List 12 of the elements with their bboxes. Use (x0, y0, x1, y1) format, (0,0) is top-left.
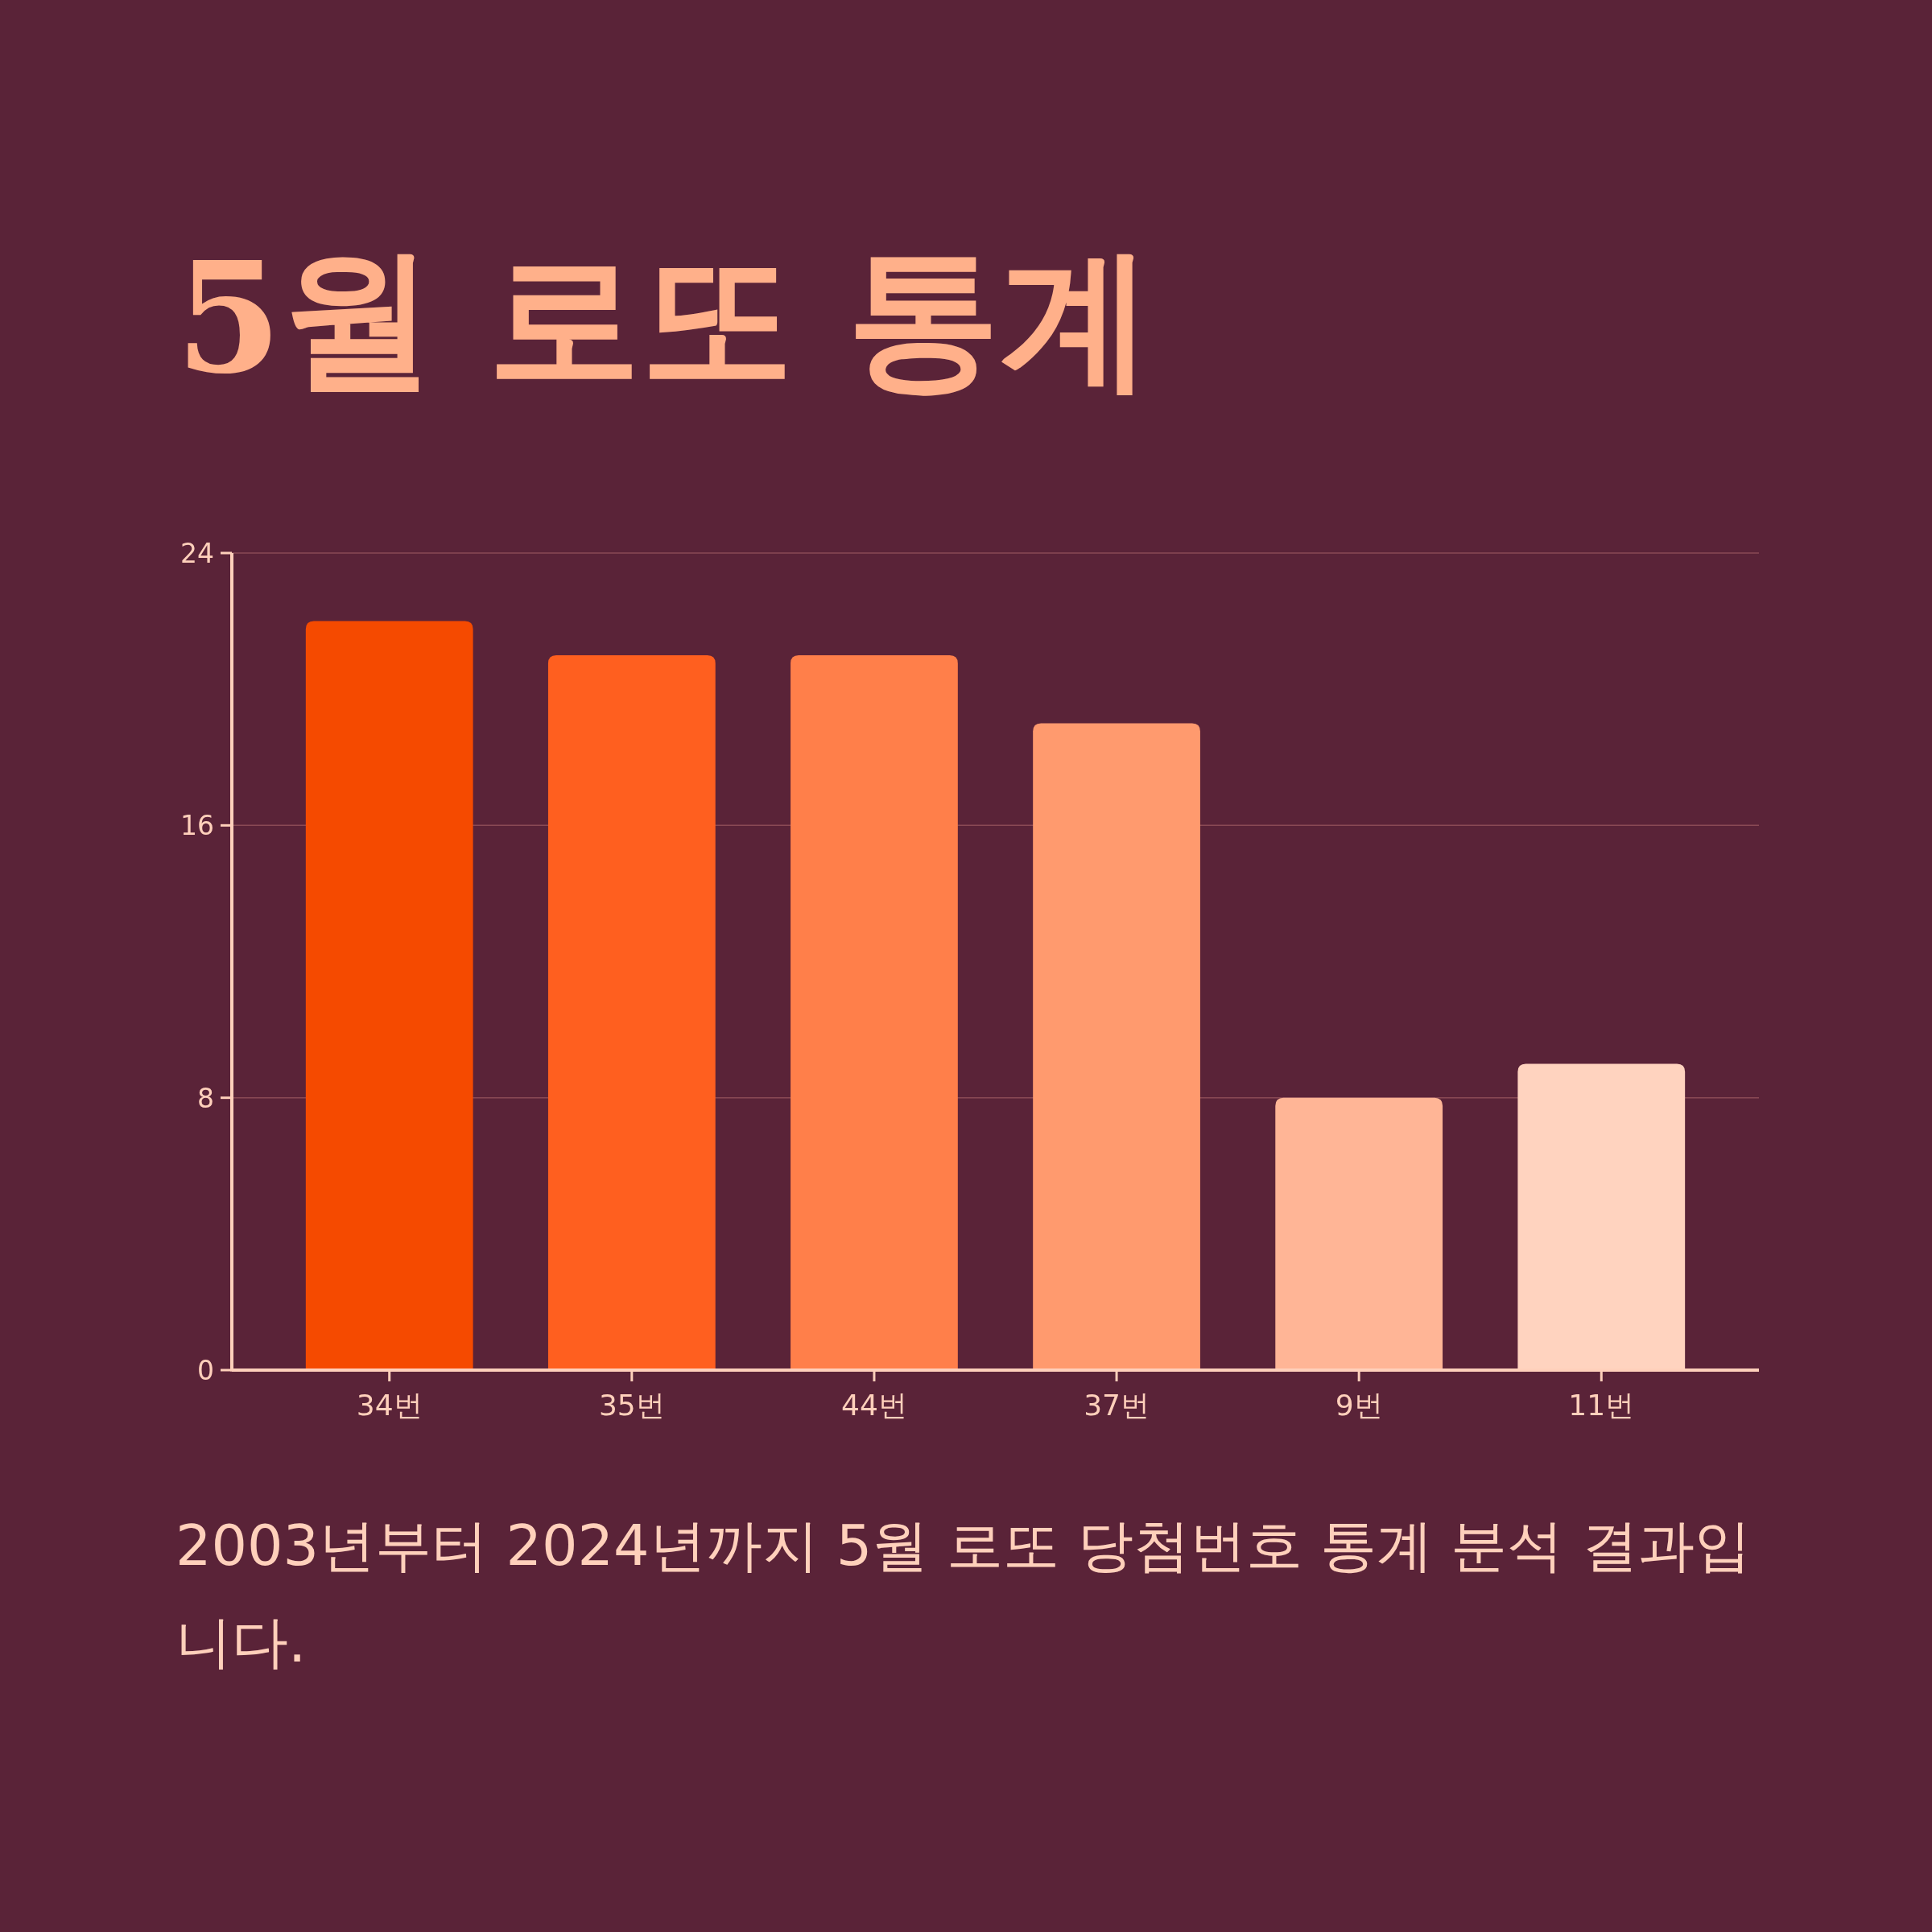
y-tick-label: 24 (180, 538, 214, 569)
y-tick-label: 8 (197, 1082, 214, 1114)
y-tick-label: 0 (197, 1355, 214, 1386)
x-tick-label: 37번 (1084, 1389, 1150, 1422)
x-tick-label: 34번 (356, 1389, 423, 1422)
x-tick-label: 35번 (598, 1389, 665, 1422)
x-tick-label: 11번 (1568, 1389, 1635, 1422)
x-tick-label: 44번 (841, 1389, 907, 1422)
y-tick-label: 16 (180, 810, 214, 842)
chart-title: 5월 로또 통계 (175, 228, 1154, 407)
x-tick-label: 9번 (1335, 1389, 1383, 1422)
text: 2003년부터 2024년까지 5월 로또 당첨번호 통계 분석 결과입니다. (175, 1512, 1752, 1677)
